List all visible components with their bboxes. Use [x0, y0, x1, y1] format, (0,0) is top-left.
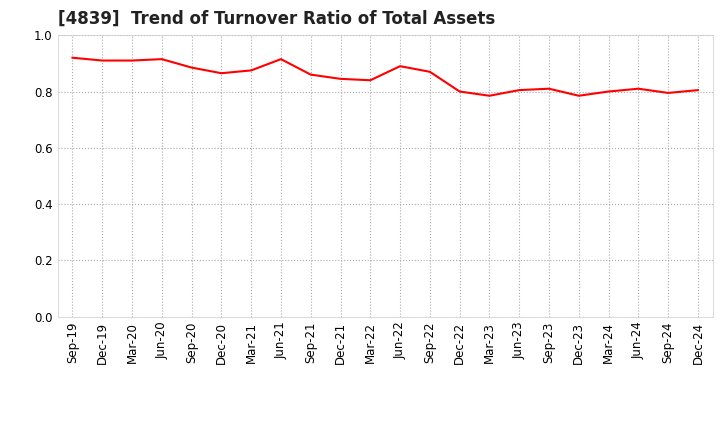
Text: [4839]  Trend of Turnover Ratio of Total Assets: [4839] Trend of Turnover Ratio of Total …: [58, 10, 495, 28]
